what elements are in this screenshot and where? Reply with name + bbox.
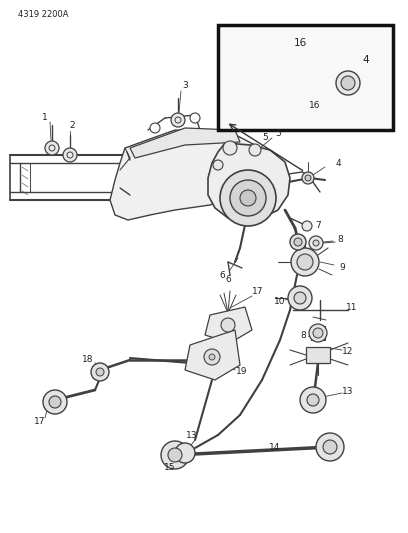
Circle shape [209,354,215,360]
Circle shape [43,390,67,414]
Circle shape [45,141,59,155]
Text: 16: 16 [293,38,307,48]
Text: 2: 2 [69,122,75,131]
Text: 5: 5 [262,133,268,142]
Text: 18: 18 [82,356,94,365]
Circle shape [171,113,185,127]
Circle shape [290,234,306,250]
Text: 17: 17 [34,417,46,426]
Circle shape [49,396,61,408]
Bar [306,347,330,363]
Polygon shape [130,128,240,158]
Text: 7: 7 [315,221,321,230]
Text: 4: 4 [335,159,341,168]
Polygon shape [205,307,252,343]
Text: 16: 16 [309,101,321,109]
Circle shape [305,175,311,181]
Text: 9: 9 [339,263,345,272]
Circle shape [294,292,306,304]
Circle shape [341,76,355,90]
Circle shape [213,160,223,170]
Circle shape [221,318,235,332]
Text: 12: 12 [342,348,354,357]
Circle shape [249,144,261,156]
Bar [218,25,393,130]
Text: 1: 1 [42,112,48,122]
Circle shape [323,440,337,454]
Text: 3: 3 [182,80,188,90]
Circle shape [161,441,189,469]
Circle shape [309,236,323,250]
Polygon shape [208,143,290,222]
Circle shape [220,170,276,226]
Circle shape [313,328,323,338]
Circle shape [230,180,266,216]
Polygon shape [110,130,255,220]
Text: 14: 14 [269,443,281,453]
Circle shape [294,238,302,246]
Circle shape [91,363,109,381]
Text: 8: 8 [337,236,343,245]
Circle shape [150,123,160,133]
Circle shape [309,324,327,342]
Circle shape [316,433,344,461]
Circle shape [336,71,360,95]
Text: 4: 4 [363,55,369,65]
Text: 13: 13 [342,387,354,397]
Circle shape [204,349,220,365]
Circle shape [300,387,326,413]
Circle shape [291,248,319,276]
Text: 5: 5 [275,128,281,138]
Circle shape [96,368,104,376]
Bar [311,326,325,340]
Text: 17: 17 [252,287,264,296]
Circle shape [175,443,195,463]
Circle shape [307,394,319,406]
Circle shape [168,448,182,462]
Text: 15: 15 [164,464,176,472]
Text: 6: 6 [225,276,231,285]
Text: 6: 6 [219,271,225,280]
Circle shape [288,286,312,310]
Text: 4319 2200A: 4319 2200A [18,10,69,19]
Circle shape [223,141,237,155]
Text: 10: 10 [274,297,286,306]
Circle shape [240,190,256,206]
Circle shape [63,148,77,162]
Text: 19: 19 [236,367,248,376]
Text: 13: 13 [186,431,198,440]
Text: 8: 8 [300,330,306,340]
Circle shape [190,113,200,123]
Circle shape [313,240,319,246]
Circle shape [302,172,314,184]
Circle shape [302,221,312,231]
Polygon shape [185,330,240,380]
Circle shape [297,254,313,270]
Text: 11: 11 [346,303,358,312]
